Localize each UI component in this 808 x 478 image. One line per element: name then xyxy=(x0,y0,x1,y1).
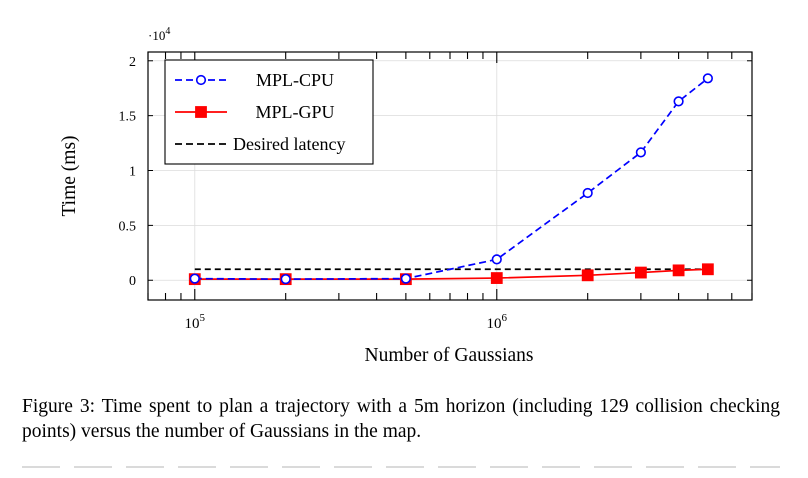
y-tick-label: 0.5 xyxy=(119,219,137,234)
series-mpl-cpu xyxy=(189,73,713,285)
plot-frame xyxy=(147,51,753,301)
data-point xyxy=(635,147,646,158)
data-point xyxy=(189,273,200,284)
legend-entry: MPL-CPU xyxy=(175,70,334,90)
y-tick-label: 0 xyxy=(129,274,136,289)
data-point xyxy=(582,187,593,199)
y-tick-labels: 0 0.5 1 1.5 2 xyxy=(119,55,137,289)
series-line xyxy=(194,268,708,281)
legend-label: MPL-CPU xyxy=(256,70,334,90)
data-point xyxy=(673,96,684,107)
y-multiplier-exponent: 4 xyxy=(165,26,170,37)
data-point xyxy=(280,274,291,285)
data-point xyxy=(701,263,714,276)
chart: 0 0.5 1 1.5 2 105 106 MPL-CPU MPL-GPU Desired l… xyxy=(59,26,753,366)
y-tick-label: 2 xyxy=(129,55,136,70)
y-axis-label: Time (ms) xyxy=(59,135,80,216)
data-point xyxy=(581,269,594,282)
x-tick-label: 106 xyxy=(487,312,508,332)
series-mpl-gpu xyxy=(188,263,714,286)
data-point xyxy=(400,273,411,284)
legend-label: Desired latency xyxy=(233,134,345,154)
data-point xyxy=(195,74,207,86)
legend-label: MPL-GPU xyxy=(255,102,334,122)
data-point xyxy=(702,73,713,84)
data-point xyxy=(491,254,502,265)
x-tick-labels: 105 106 xyxy=(185,312,508,332)
series-line xyxy=(194,77,709,281)
legend-entry: Desired latency xyxy=(175,134,345,154)
data-point xyxy=(490,272,503,284)
data-point xyxy=(672,264,685,277)
legend: MPL-CPU MPL-GPU Desired latency xyxy=(164,59,374,165)
y-tick-label: 1 xyxy=(129,165,136,180)
legend-entry: MPL-GPU xyxy=(175,102,335,122)
data-point xyxy=(195,106,207,118)
y-tick-label: 1.5 xyxy=(119,110,137,125)
data-point xyxy=(634,266,647,279)
y-multiplier: ·104 xyxy=(148,26,170,43)
minor-ticks xyxy=(147,52,753,300)
series xyxy=(188,73,714,286)
y-multiplier-label: ·10 xyxy=(148,28,165,43)
figure-caption: Figure 3: Time spent to plan a trajector… xyxy=(22,396,780,442)
x-axis-label: Number of Gaussians xyxy=(365,345,534,366)
cut-off-text-line xyxy=(22,460,780,478)
x-tick-label: 105 xyxy=(185,312,206,332)
